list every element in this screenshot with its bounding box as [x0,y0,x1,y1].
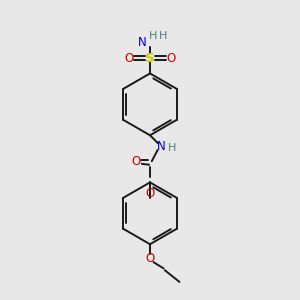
Text: H: H [159,31,167,41]
Text: O: O [167,52,176,64]
Text: N: N [157,140,166,153]
Text: N: N [138,36,147,49]
Text: H: H [148,31,157,41]
Text: H: H [168,142,176,153]
Text: O: O [146,252,154,265]
Text: S: S [145,52,155,64]
Text: O: O [131,155,140,168]
Text: O: O [146,187,154,200]
Text: O: O [124,52,134,64]
